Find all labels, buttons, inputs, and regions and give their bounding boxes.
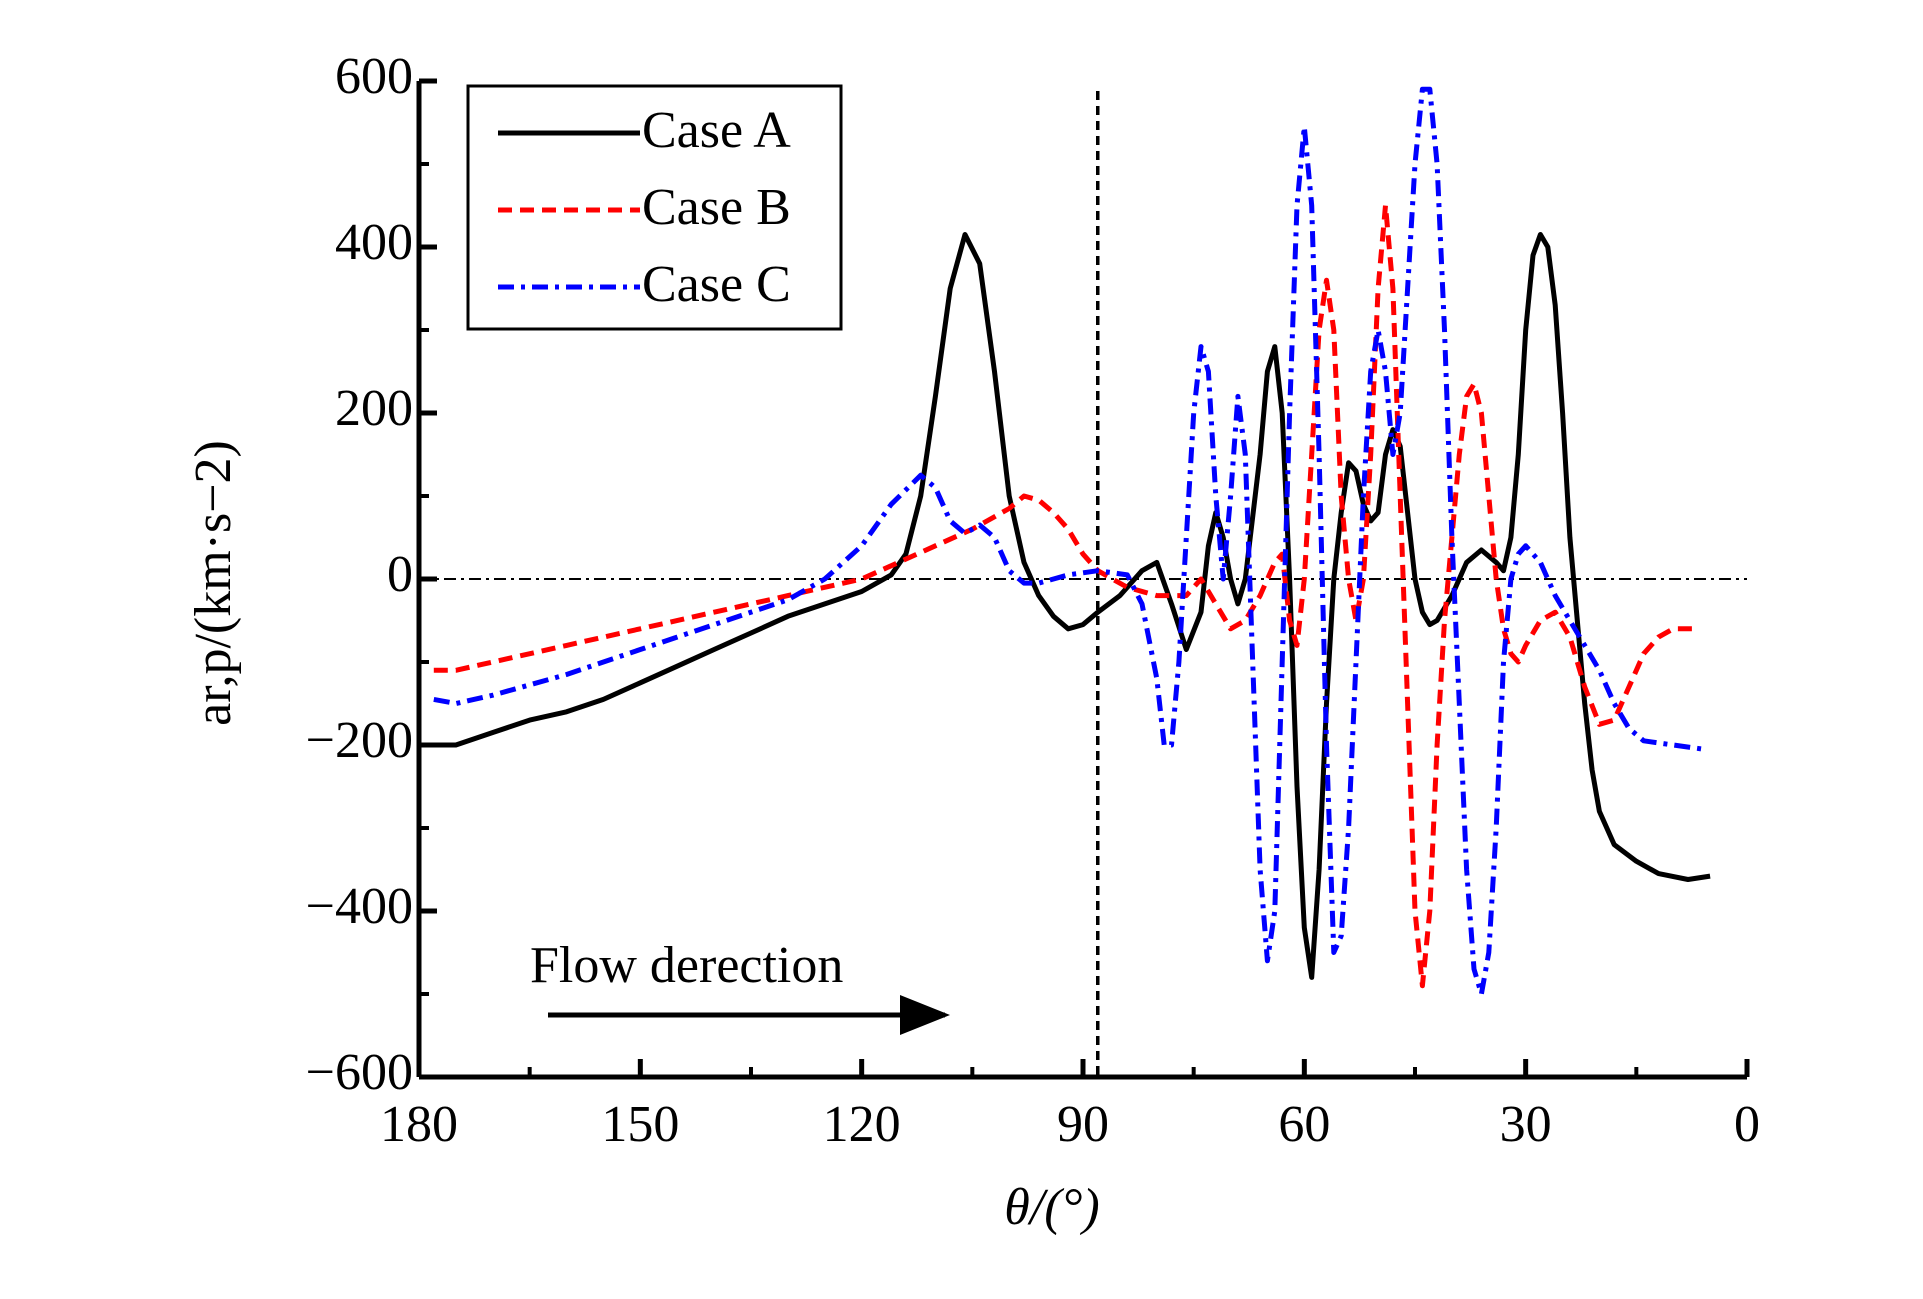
series-line bbox=[433, 86, 1704, 997]
series-line bbox=[433, 232, 1711, 980]
x-tick-label: 90 bbox=[1057, 1096, 1109, 1153]
x-tick-label: 30 bbox=[1500, 1096, 1552, 1153]
y-tick-label: −400 bbox=[306, 878, 413, 935]
x-tick-label: 60 bbox=[1278, 1096, 1330, 1153]
y-tick-label: −200 bbox=[306, 712, 413, 769]
x-tick-label: 150 bbox=[601, 1096, 679, 1153]
legend-label: Case B bbox=[642, 179, 791, 236]
y-axis-label: ar,p/(km·s−2) bbox=[185, 440, 242, 726]
legend-label: Case A bbox=[642, 102, 791, 159]
series-line bbox=[433, 203, 1696, 989]
y-tick-label: −600 bbox=[306, 1044, 413, 1101]
x-axis-label: θ/(°) bbox=[1004, 1179, 1099, 1236]
annotation: Flow derection bbox=[530, 937, 843, 994]
x-tick-label: 0 bbox=[1734, 1096, 1760, 1153]
y-tick-label: 400 bbox=[335, 214, 413, 271]
y-tick-label: 0 bbox=[387, 546, 413, 603]
x-tick-label: 180 bbox=[380, 1096, 458, 1153]
legend-label: Case C bbox=[642, 256, 791, 313]
y-tick-label: 200 bbox=[335, 380, 413, 437]
y-tick-label: 600 bbox=[335, 48, 413, 105]
x-tick-label: 120 bbox=[823, 1096, 901, 1153]
